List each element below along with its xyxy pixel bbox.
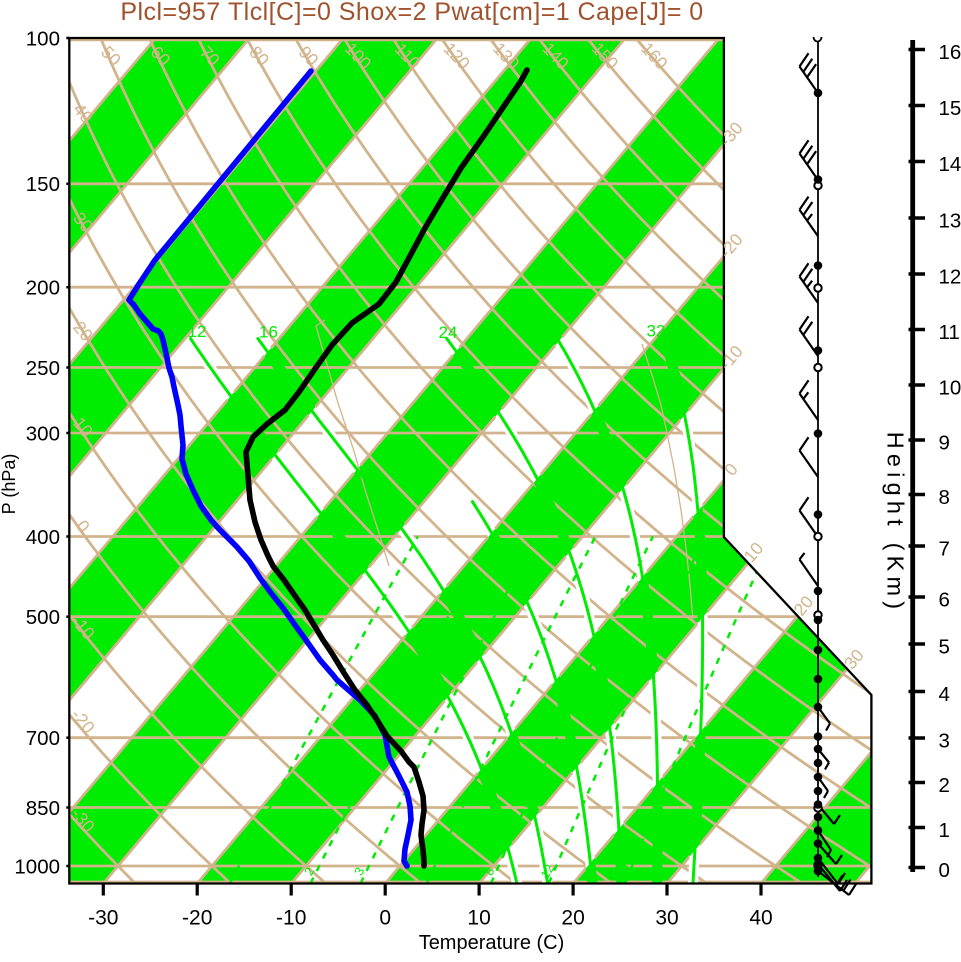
- svg-text:4: 4: [939, 683, 950, 706]
- svg-text:200: 200: [26, 277, 60, 300]
- svg-text:10: 10: [467, 907, 490, 930]
- svg-text:32: 32: [647, 322, 666, 341]
- svg-text:0: 0: [939, 859, 950, 882]
- svg-text:7: 7: [939, 538, 950, 561]
- svg-text:14: 14: [939, 153, 961, 176]
- svg-text:-30: -30: [88, 907, 118, 930]
- svg-text:15: 15: [939, 97, 961, 120]
- svg-text:400: 400: [26, 526, 60, 549]
- svg-text:12: 12: [939, 266, 961, 289]
- svg-text:5: 5: [939, 636, 950, 659]
- svg-text:10: 10: [939, 377, 961, 400]
- svg-text:700: 700: [26, 727, 60, 750]
- svg-text:20: 20: [561, 907, 584, 930]
- svg-text:1000: 1000: [14, 855, 60, 878]
- svg-text:40: 40: [749, 907, 772, 930]
- svg-text:8: 8: [939, 486, 950, 509]
- svg-text:300: 300: [26, 422, 60, 445]
- svg-text:13: 13: [939, 210, 961, 233]
- svg-text:11: 11: [939, 321, 960, 344]
- svg-text:Temperature (C): Temperature (C): [419, 932, 565, 954]
- svg-text:150: 150: [26, 173, 60, 196]
- svg-text:0: 0: [379, 907, 391, 930]
- svg-text:Height (Km): Height (Km): [883, 432, 909, 615]
- svg-text:9: 9: [939, 432, 950, 455]
- svg-text:16: 16: [259, 323, 278, 342]
- svg-text:12: 12: [188, 322, 207, 341]
- svg-text:850: 850: [26, 797, 60, 820]
- svg-text:3: 3: [939, 730, 950, 753]
- svg-text:16: 16: [939, 41, 961, 64]
- svg-text:Plcl=957 Tlcl[C]=0 Shox=2 Pwat: Plcl=957 Tlcl[C]=0 Shox=2 Pwat[cm]=1 Cap…: [120, 0, 703, 26]
- svg-text:2: 2: [939, 774, 950, 797]
- svg-text:24: 24: [439, 323, 458, 342]
- svg-text:6: 6: [939, 589, 950, 612]
- svg-text:250: 250: [26, 357, 60, 380]
- svg-text:500: 500: [26, 606, 60, 629]
- svg-text:30: 30: [655, 907, 678, 930]
- svg-text:-20: -20: [182, 907, 212, 930]
- svg-text:-10: -10: [276, 907, 306, 930]
- svg-text:1: 1: [939, 819, 950, 842]
- svg-text:100: 100: [26, 27, 60, 50]
- svg-text:P (hPa): P (hPa): [0, 454, 19, 515]
